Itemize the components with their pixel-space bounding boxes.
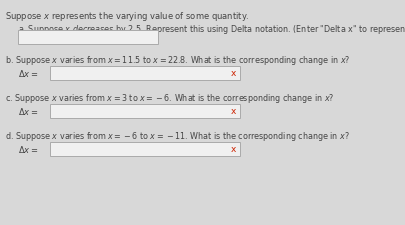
Text: a. Suppose $x$ $\it{decreases}$ by 2.5. Represent this using Delta notation. (En: a. Suppose $x$ $\it{decreases}$ by 2.5. … (18, 23, 405, 36)
Text: $\Delta x =$: $\Delta x =$ (18, 68, 38, 79)
FancyBboxPatch shape (50, 104, 239, 118)
FancyBboxPatch shape (50, 66, 239, 80)
Text: x: x (230, 68, 235, 77)
Text: c. Suppose $x$ varies from $x = 3$ to $x = -6$. What is the corresponding change: c. Suppose $x$ varies from $x = 3$ to $x… (5, 92, 334, 105)
FancyBboxPatch shape (50, 142, 239, 156)
FancyBboxPatch shape (18, 30, 158, 44)
Text: x: x (230, 106, 235, 115)
Text: d. Suppose $x$ varies from $x = -6$ to $x = -11$. What is the corresponding chan: d. Suppose $x$ varies from $x = -6$ to $… (5, 130, 349, 143)
Text: $\Delta x =$: $\Delta x =$ (18, 144, 38, 155)
Text: Suppose $x$ represents the varying value of some quantity.: Suppose $x$ represents the varying value… (5, 10, 249, 23)
Text: b. Suppose $x$ varies from $x = 11.5$ to $x = 22.8$. What is the corresponding c: b. Suppose $x$ varies from $x = 11.5$ to… (5, 54, 350, 67)
Text: x: x (230, 144, 235, 153)
Text: $\Delta x =$: $\Delta x =$ (18, 106, 38, 117)
